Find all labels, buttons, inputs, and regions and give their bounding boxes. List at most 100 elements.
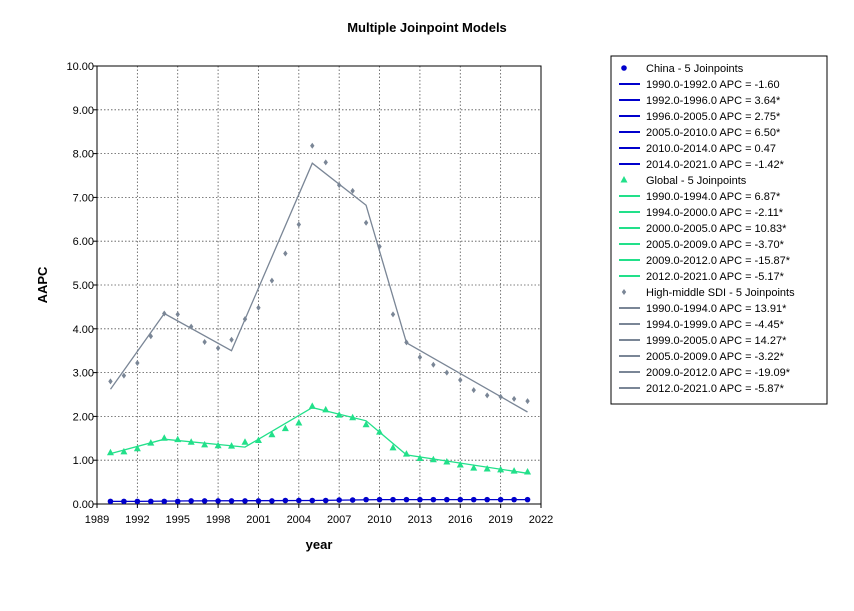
data-point	[188, 498, 194, 504]
series-layer	[106, 142, 532, 505]
x-tick-label: 2022	[529, 514, 553, 526]
legend-segment-label: 1992.0-1996.0 APC = 3.64*	[646, 95, 781, 107]
data-point	[376, 496, 383, 503]
data-point	[498, 393, 503, 400]
legend-segment-label: 2014.0-2021.0 APC = -1.42*	[646, 159, 785, 171]
data-point	[362, 420, 370, 428]
x-tick-label: 2007	[327, 514, 351, 526]
data-point	[161, 498, 168, 505]
data-point	[404, 339, 409, 346]
data-point	[470, 496, 477, 503]
x-tick-label: 1995	[165, 514, 189, 526]
x-tick-label: 2013	[408, 514, 432, 526]
data-point	[296, 221, 302, 228]
legend-segment-label: 2009.0-2012.0 APC = -15.87*	[646, 255, 791, 267]
legend-segment-label: 1996.0-2005.0 APC = 2.75*	[646, 111, 781, 123]
data-point	[229, 336, 234, 343]
data-point	[335, 411, 343, 418]
data-point	[524, 496, 531, 503]
data-point	[202, 338, 207, 345]
data-point	[363, 219, 369, 226]
data-point	[511, 395, 517, 402]
data-point	[269, 498, 275, 504]
data-point	[336, 182, 342, 189]
legend-marker	[620, 176, 628, 183]
legend-segment-label: 2005.0-2010.0 APC = 6.50*	[646, 127, 781, 139]
data-point	[174, 498, 181, 505]
data-point	[389, 443, 397, 451]
legend-segment-label: 2005.0-2009.0 APC = -3.70*	[646, 239, 785, 251]
data-point	[471, 387, 476, 394]
data-point	[242, 498, 248, 504]
x-tick-label: 2019	[488, 514, 512, 526]
data-point	[390, 496, 396, 503]
data-point	[336, 497, 342, 503]
data-point	[524, 468, 532, 475]
y-tick-label: 9.00	[73, 105, 94, 117]
legend-segment-label: 1999.0-2005.0 APC = 14.27*	[646, 335, 787, 347]
data-point	[162, 310, 167, 317]
x-axis: 1989 1992 1995 1998 2001 2004 2007 2010 2013 2016…	[85, 504, 553, 526]
data-point	[458, 377, 463, 384]
data-point	[457, 496, 464, 503]
fit-line	[110, 406, 528, 474]
y-tick-label: 4.00	[73, 324, 94, 336]
data-point	[443, 457, 451, 465]
legend-series-name: Global - 5 Joinpoints	[646, 175, 747, 187]
y-axis: 0.00 1.00 2.00 3.00 4.00 5.00 6.00 7.00 8.00 9.00…	[66, 61, 97, 511]
y-tick-label: 3.00	[73, 368, 94, 380]
data-point	[417, 496, 423, 503]
data-point	[108, 378, 113, 385]
x-tick-label: 2016	[448, 514, 472, 526]
data-point	[201, 440, 209, 448]
data-point	[295, 418, 303, 426]
data-point	[310, 142, 315, 149]
data-point	[431, 361, 436, 368]
data-point	[121, 498, 127, 505]
data-point	[525, 398, 530, 405]
fit-line	[109, 162, 528, 413]
x-tick-label: 1992	[125, 514, 149, 526]
data-point	[308, 402, 316, 409]
data-point	[470, 464, 478, 471]
data-point	[121, 372, 127, 379]
data-point	[416, 454, 424, 461]
legend-segment-label: 2009.0-2012.0 APC = -19.09*	[646, 367, 791, 379]
data-point	[456, 461, 464, 468]
data-point	[363, 496, 369, 503]
y-tick-label: 0.00	[73, 499, 94, 511]
data-point	[281, 424, 289, 432]
legend-series-name: China - 5 Joinpoints	[646, 63, 744, 75]
x-tick-label: 2004	[287, 514, 311, 526]
data-point	[133, 444, 141, 452]
legend-segment-label: 2012.0-2021.0 APC = -5.17*	[646, 271, 785, 283]
data-point	[174, 435, 182, 443]
x-tick-label: 1989	[85, 514, 109, 526]
legend-series-name: High-middle SDI - 5 Joinpoints	[646, 287, 795, 299]
data-point	[349, 497, 356, 503]
data-point	[134, 498, 141, 505]
x-tick-label: 2001	[246, 514, 270, 526]
series-0	[107, 496, 531, 505]
data-point	[215, 498, 221, 504]
data-point	[510, 467, 518, 474]
data-point	[282, 497, 289, 504]
data-point	[350, 187, 355, 194]
legend-marker	[621, 65, 627, 71]
legend-segment-label: 1990.0-1992.0 APC = -1.60	[646, 79, 780, 91]
data-point	[323, 159, 328, 166]
chart-title: Multiple Joinpoint Models	[347, 20, 507, 35]
y-tick-label: 8.00	[73, 149, 94, 161]
data-point	[107, 498, 114, 505]
y-tick-label: 1.00	[73, 455, 94, 467]
data-point	[228, 498, 235, 504]
data-point	[120, 447, 128, 455]
data-point	[201, 498, 208, 504]
data-point	[147, 439, 155, 446]
data-point	[283, 250, 288, 257]
data-point	[497, 496, 504, 503]
x-axis-label: year	[306, 537, 333, 552]
data-point	[429, 455, 437, 463]
data-point	[268, 430, 276, 438]
